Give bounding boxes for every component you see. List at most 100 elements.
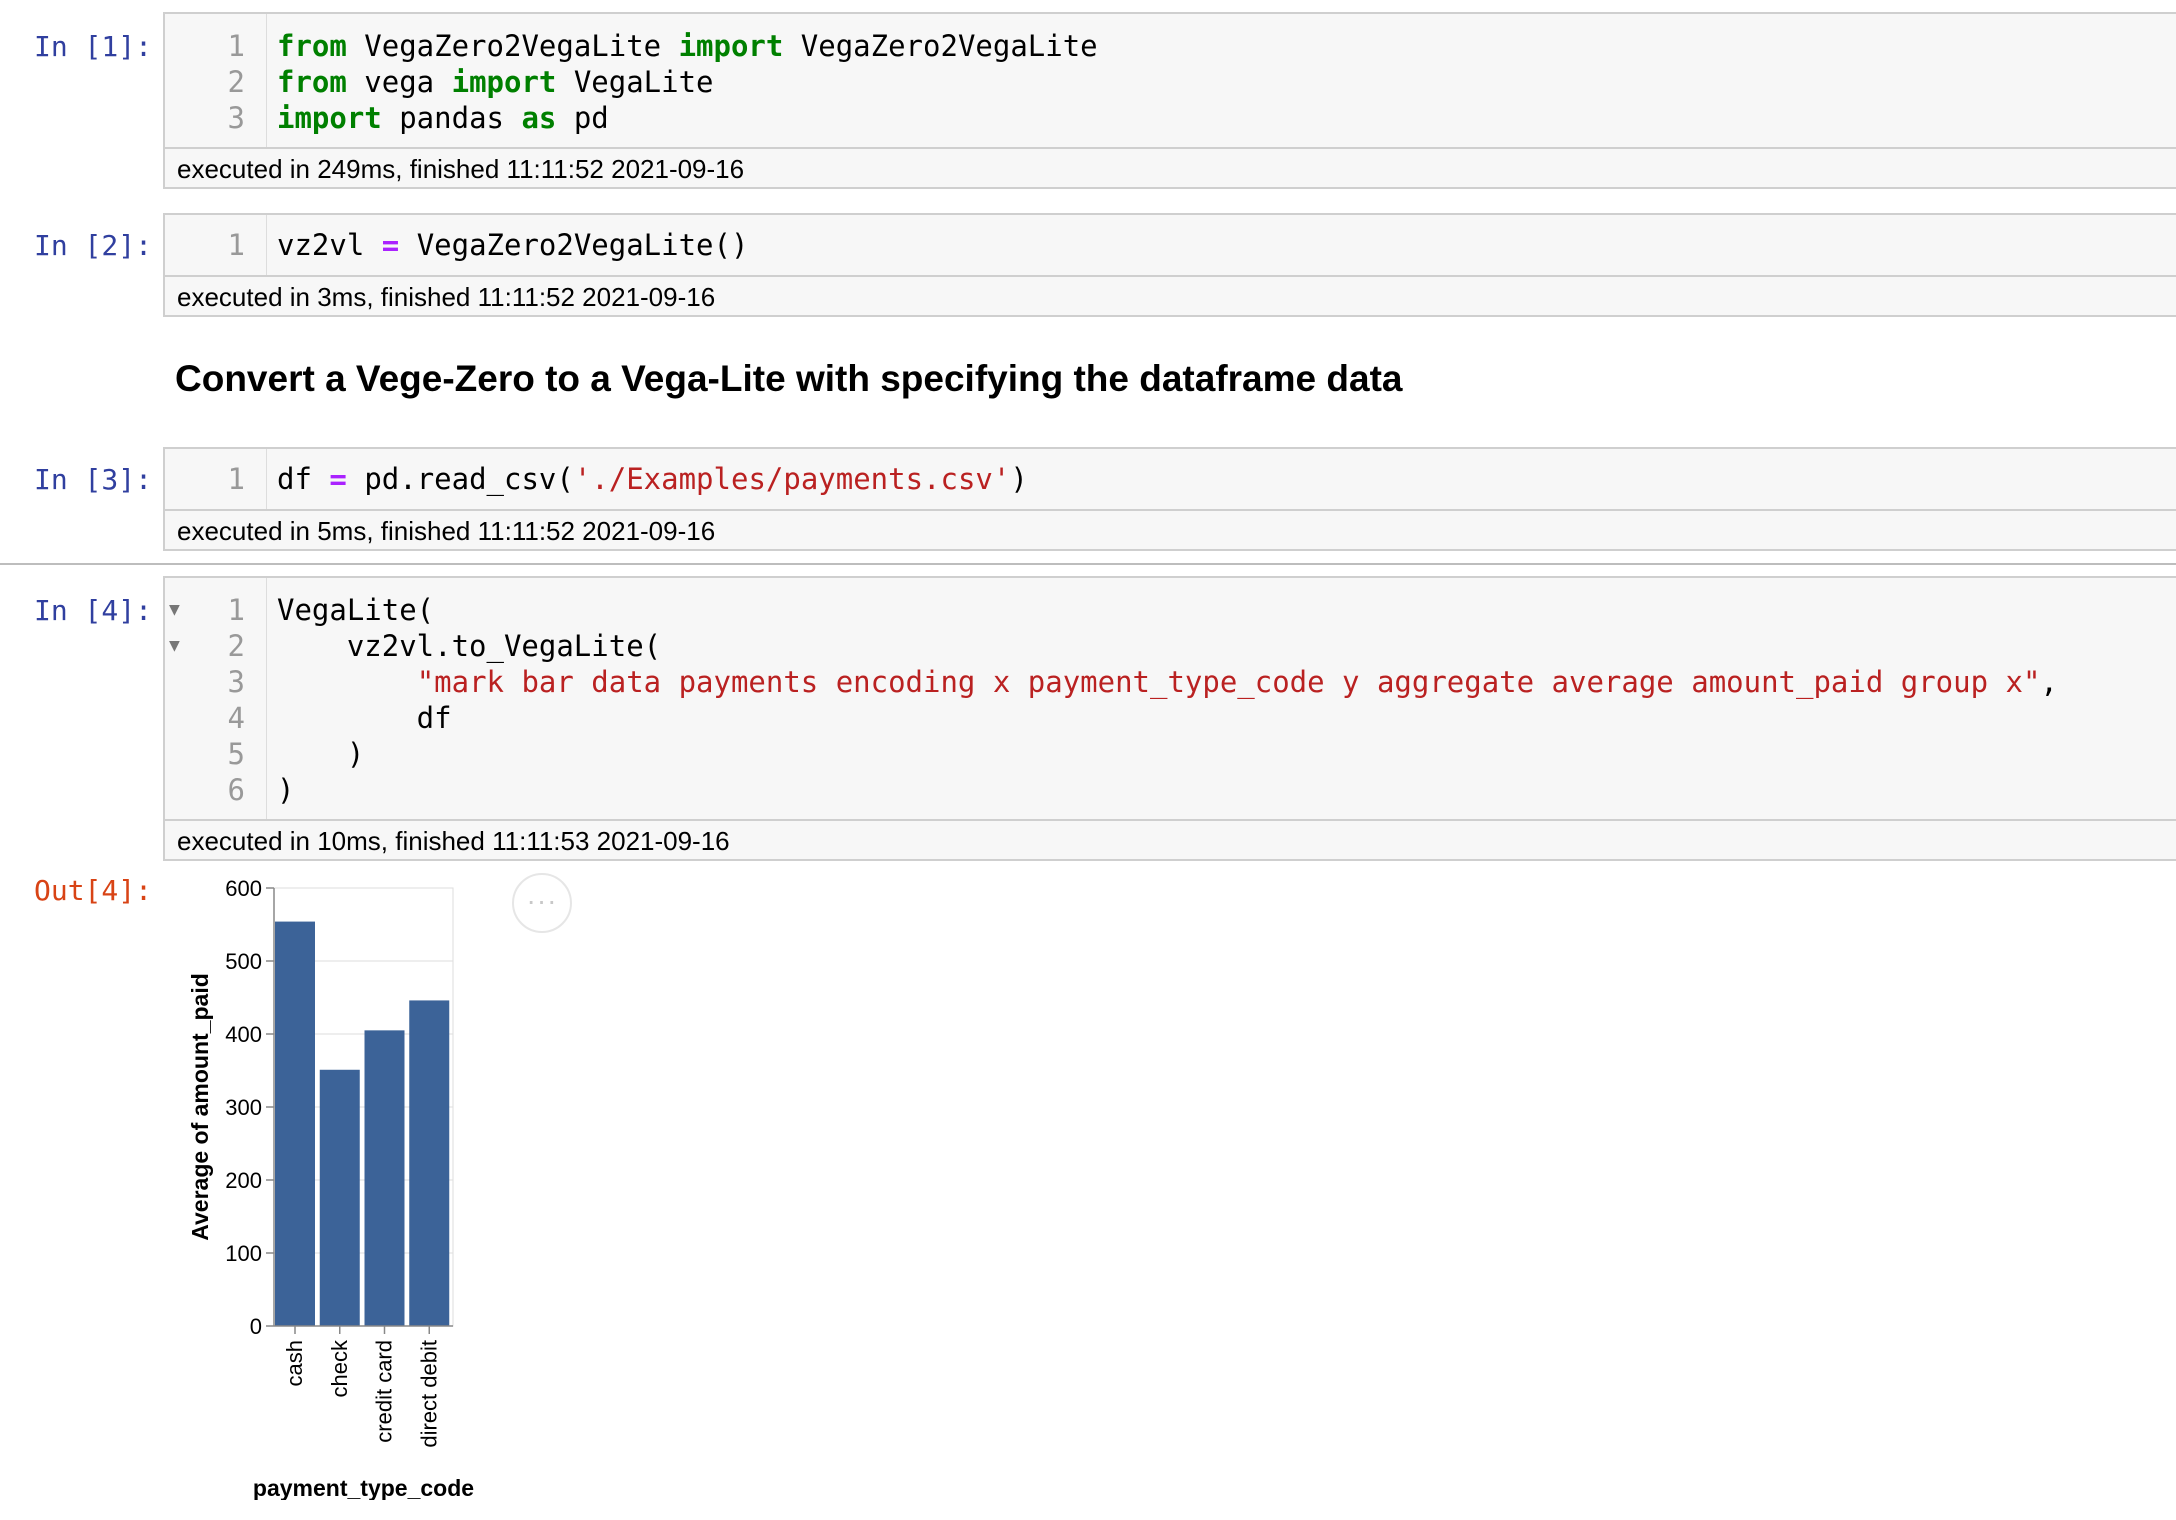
line-number: 2	[227, 65, 245, 99]
y-tick-label: 100	[225, 1241, 262, 1266]
y-tick-label: 300	[225, 1095, 262, 1120]
line-number: 4	[227, 701, 245, 735]
input-prompt: In [4]:	[33, 594, 152, 627]
code-token: vz2vl.to_VegaLite(	[277, 629, 662, 663]
code-line: 2 from vega import VegaLite	[165, 64, 2176, 100]
bar-direct-debit	[409, 1000, 450, 1326]
line-number: 1	[227, 228, 245, 262]
line-number: 3	[227, 101, 245, 135]
code-text: VegaLite(	[277, 592, 434, 628]
ellipsis-icon: ···	[526, 885, 558, 916]
line-number: 2	[227, 629, 245, 663]
code-editor[interactable]: ▼ 1 VegaLite(▼ 2 vz2vl.to_VegaLite(3 "mark …	[163, 576, 2176, 821]
code-cell-4[interactable]: In [4]: ▼ 1 VegaLite( ▼ 2 vz2vl.to_VegaLite(…	[0, 576, 2176, 861]
bar-check	[319, 1069, 360, 1326]
bar-chart: 0 100 200 300 400 500 600 cash check credit card d…	[187, 876, 474, 1500]
execution-time: executed in 3ms, finished 11:11:52 2021-…	[163, 277, 2176, 317]
code-line: 4 df	[165, 700, 2176, 736]
code-token: =	[381, 228, 400, 262]
line-number: 3	[227, 665, 245, 699]
code-line: 3 "mark bar data payments encoding x pay…	[165, 664, 2176, 700]
line-number: 1	[227, 462, 245, 496]
code-token: )	[277, 737, 365, 771]
fold-toggle-icon[interactable]: ▼	[169, 635, 180, 656]
code-token: df	[277, 462, 330, 496]
input-prompt: In [3]:	[33, 463, 152, 496]
y-tick-label: 600	[225, 876, 262, 901]
code-editor[interactable]: 1 df = pd.read_csv('./Examples/payments.c…	[163, 447, 2176, 511]
x-axis-title: payment_type_code	[253, 1475, 474, 1500]
x-tick-label: cash	[282, 1340, 307, 1386]
y-axis-title: Average of amount_paid	[187, 973, 213, 1241]
output-prompt: Out[4]:	[33, 874, 152, 907]
y-tick-label: 400	[225, 1022, 262, 1047]
line-number: 5	[227, 737, 245, 771]
code-token: pandas	[381, 101, 522, 135]
more-options-button[interactable]: ···	[512, 873, 572, 933]
code-token: "mark bar data payments encoding x payme…	[416, 665, 2041, 699]
code-text: df	[277, 700, 452, 736]
code-token: vz2vl	[277, 228, 382, 262]
code-token: import	[451, 65, 557, 99]
input-prompt: In [1]:	[33, 30, 152, 63]
code-line: 5 )	[165, 736, 2176, 772]
code-line: 6)	[165, 772, 2176, 808]
code-text: from VegaZero2VegaLite import VegaZero2V…	[277, 28, 1098, 64]
code-line: 1 vz2vl = VegaZero2VegaLite()	[165, 227, 2176, 263]
cell-divider	[0, 563, 2176, 565]
code-token: VegaZero2VegaLite	[783, 29, 1098, 63]
markdown-heading: Convert a Vege-Zero to a Vega-Lite with …	[175, 358, 1403, 399]
code-token: pd.read_csv(	[346, 462, 574, 496]
code-token: VegaLite(	[277, 593, 435, 627]
execution-time: executed in 249ms, finished 11:11:52 202…	[163, 149, 2176, 189]
code-line: 1 from VegaZero2VegaLite import VegaZero2…	[165, 28, 2176, 64]
code-token: './Examples/payments.csv'	[573, 462, 1011, 496]
code-token: VegaZero2VegaLite	[346, 29, 679, 63]
x-tick-label: credit card	[372, 1340, 397, 1443]
code-token: import	[277, 101, 382, 135]
bar-credit-card	[364, 1030, 405, 1326]
code-editor[interactable]: 1 from VegaZero2VegaLite import VegaZero2…	[163, 12, 2176, 149]
code-token: )	[277, 773, 295, 807]
line-number: 1	[227, 29, 245, 63]
bar-cash	[275, 921, 315, 1326]
code-cell-2[interactable]: In [2]: 1 vz2vl = VegaZero2VegaLite() exe…	[0, 213, 2176, 317]
input-prompt: In [2]:	[33, 229, 152, 262]
code-cell-3[interactable]: In [3]: 1 df = pd.read_csv('./Examples/pa…	[0, 447, 2176, 551]
y-tick-label: 500	[225, 949, 262, 974]
code-token: import	[678, 29, 784, 63]
code-token: VegaLite	[556, 65, 714, 99]
code-cell-1[interactable]: In [1]: 1 from VegaZero2VegaLite import V…	[0, 12, 2176, 189]
code-token: from	[277, 29, 347, 63]
code-token: vega	[346, 65, 452, 99]
code-token: as	[521, 101, 557, 135]
code-token: )	[1010, 462, 1028, 496]
code-line: 3 import pandas as pd	[165, 100, 2176, 136]
code-text: df = pd.read_csv('./Examples/payments.cs…	[277, 461, 1028, 497]
code-token: VegaZero2VegaLite()	[399, 228, 749, 262]
execution-time: executed in 5ms, finished 11:11:52 2021-…	[163, 511, 2176, 551]
line-number: 1	[227, 593, 245, 627]
y-tick-label: 200	[225, 1168, 262, 1193]
code-text: vz2vl = VegaZero2VegaLite()	[277, 227, 748, 263]
code-token: pd	[556, 101, 609, 135]
execution-time: executed in 10ms, finished 11:11:53 2021…	[163, 821, 2176, 861]
code-text: import pandas as pd	[277, 100, 609, 136]
code-token: ,	[2040, 665, 2058, 699]
code-text: "mark bar data payments encoding x payme…	[277, 664, 2058, 700]
code-line: ▼ 1 VegaLite(	[165, 592, 2176, 628]
code-token: df	[277, 701, 452, 735]
code-token: from	[277, 65, 347, 99]
x-tick-label: check	[327, 1339, 352, 1397]
x-tick-label: direct debit	[416, 1340, 441, 1448]
code-line: ▼ 2 vz2vl.to_VegaLite(	[165, 628, 2176, 664]
line-number: 6	[227, 773, 245, 807]
y-tick-label: 0	[250, 1314, 262, 1339]
code-text: )	[277, 772, 294, 808]
code-text: vz2vl.to_VegaLite(	[277, 628, 661, 664]
code-editor[interactable]: 1 vz2vl = VegaZero2VegaLite()	[163, 213, 2176, 277]
code-token	[277, 665, 417, 699]
code-line: 1 df = pd.read_csv('./Examples/payments.c…	[165, 461, 2176, 497]
fold-toggle-icon[interactable]: ▼	[169, 599, 180, 620]
code-text: )	[277, 736, 364, 772]
